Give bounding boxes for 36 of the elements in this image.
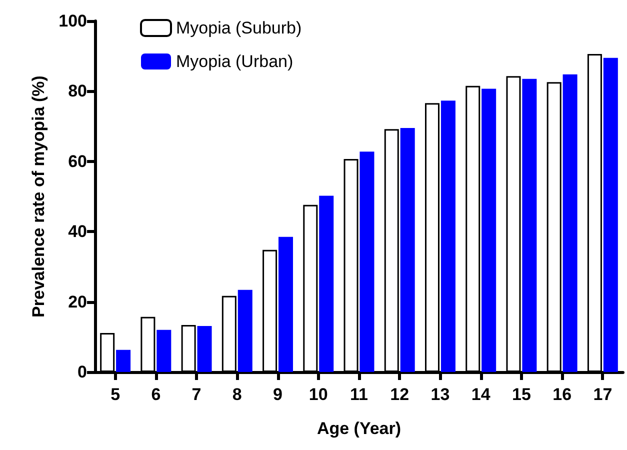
legend-label: Myopia (Suburb) [176, 18, 302, 38]
bar [197, 326, 212, 372]
x-tick-label: 9 [273, 385, 283, 404]
bar [562, 74, 578, 372]
bar [360, 152, 374, 372]
x-tick-label: 6 [151, 385, 161, 404]
x-tick-label: 7 [192, 385, 202, 404]
y-axis-title: Prevalence rate of myopia (%) [29, 76, 48, 318]
bar [440, 100, 456, 372]
x-tick-label: 11 [350, 385, 368, 404]
x-tick-label: 8 [232, 385, 242, 404]
y-tick-label: 0 [78, 362, 87, 382]
bar [400, 128, 415, 372]
x-tick-label: 10 [308, 385, 328, 404]
legend-label: Myopia (Urban) [176, 52, 294, 71]
bar [522, 78, 537, 372]
y-tick-label: 60 [68, 152, 87, 171]
y-tick-label: 20 [68, 292, 87, 312]
bar [116, 350, 131, 372]
bar [482, 88, 496, 372]
x-tick-label: 12 [390, 385, 410, 404]
x-tick-label: 15 [512, 385, 531, 404]
x-tick-label: 5 [110, 385, 120, 404]
y-tick-label: 100 [58, 12, 87, 30]
x-tick-label: 13 [430, 385, 450, 404]
x-axis-title: Age (Year) [316, 419, 402, 438]
x-tick-label: 16 [552, 385, 572, 404]
bar [603, 58, 618, 372]
x-tick-label: 17 [593, 385, 612, 404]
y-tick-label: 80 [68, 82, 87, 101]
bar [238, 290, 252, 372]
bar [278, 236, 293, 372]
bar [319, 196, 334, 372]
bar [156, 330, 172, 372]
y-tick-label: 40 [68, 222, 87, 242]
x-tick-label: 14 [471, 385, 491, 404]
